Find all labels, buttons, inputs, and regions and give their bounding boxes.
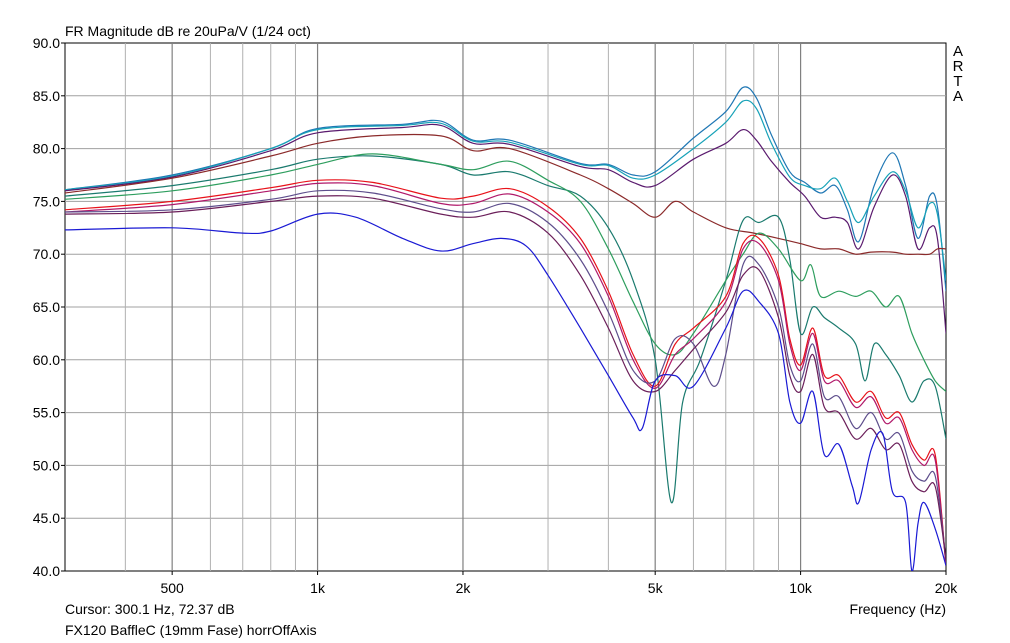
chart-title: FR Magnitude dB re 20uPa/V (1/24 oct) <box>65 23 311 39</box>
x-tick-label: 20k <box>935 580 959 596</box>
y-tick-label: 65.0 <box>33 299 60 315</box>
y-tick-label: 85.0 <box>33 88 60 104</box>
x-tick-label: 10k <box>789 580 813 596</box>
y-axis-ticks: 90.0 85.0 80.0 75.0 70.0 65.0 60.0 55.0 50.0 45.0… <box>33 35 65 579</box>
x-tick-label: 2k <box>456 580 472 596</box>
y-tick-label: 75.0 <box>33 193 60 209</box>
series-line-8 <box>65 182 946 566</box>
y-tick-label: 55.0 <box>33 405 60 421</box>
series-line-4 <box>65 133 946 256</box>
series-line-6 <box>65 153 946 392</box>
y-tick-label: 45.0 <box>33 510 60 526</box>
y-tick-label: 70.0 <box>33 246 60 262</box>
arta-label: ARTA <box>952 43 964 105</box>
series-line-7 <box>65 179 946 566</box>
cursor-readout: Cursor: 300.1 Hz, 72.37 dB <box>65 601 235 617</box>
curves <box>65 86 946 571</box>
series-line-2 <box>65 99 946 281</box>
y-tick-label: 80.0 <box>33 141 60 157</box>
x-axis-ticks: 500 1k 2k 5k 10k 20k <box>160 571 958 596</box>
series-line-3 <box>65 123 946 334</box>
series-line-1 <box>65 86 946 292</box>
x-tick-label: 5k <box>648 580 664 596</box>
measurement-name: FX120 BaffleC (19mm Fase) horrOffAxis <box>65 622 317 638</box>
grid <box>65 43 946 571</box>
series-line-10 <box>65 195 946 561</box>
y-tick-label: 40.0 <box>33 563 60 579</box>
y-tick-label: 60.0 <box>33 352 60 368</box>
x-tick-label: 1k <box>310 580 326 596</box>
x-axis-label: Frequency (Hz) <box>849 601 946 617</box>
y-tick-label: 90.0 <box>33 35 60 51</box>
x-tick-label: 500 <box>160 580 184 596</box>
series-line-11 <box>65 212 946 571</box>
y-tick-label: 50.0 <box>33 457 60 473</box>
